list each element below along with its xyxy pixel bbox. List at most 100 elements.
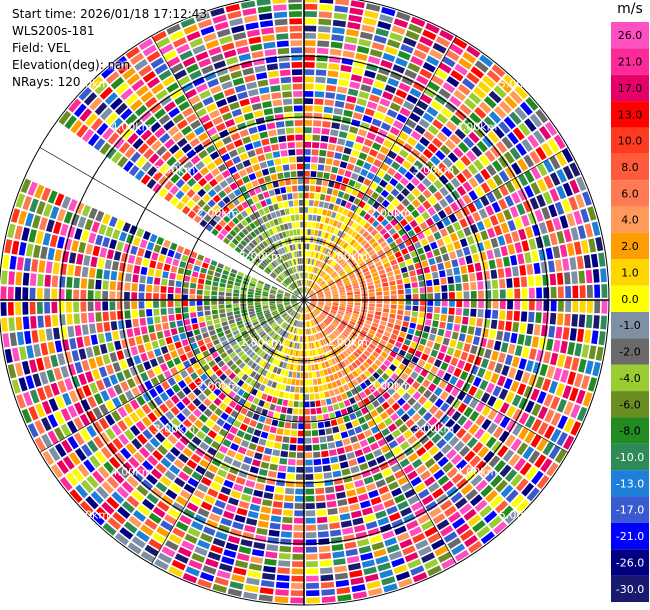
range-gate — [407, 435, 418, 445]
range-gate — [159, 415, 170, 426]
range-gate — [357, 335, 364, 342]
range-gate — [524, 170, 535, 183]
range-gate — [140, 90, 154, 103]
range-gate — [466, 235, 475, 245]
range-gate — [53, 327, 61, 340]
range-gate — [380, 364, 388, 372]
range-gate — [50, 382, 60, 396]
range-gate — [386, 204, 395, 213]
range-gate — [291, 582, 304, 589]
range-gate — [312, 437, 319, 444]
range-gate — [309, 291, 314, 296]
range-gate — [391, 557, 405, 568]
range-gate — [78, 241, 87, 254]
range-gate — [186, 330, 194, 338]
range-gate — [456, 523, 470, 536]
range-gate — [437, 551, 453, 563]
range-gate — [522, 200, 533, 213]
range-gate — [245, 376, 253, 384]
range-gate — [311, 222, 316, 229]
range-gate — [60, 365, 70, 378]
range-gate — [317, 348, 322, 355]
range-gate — [521, 288, 528, 299]
range-gate — [331, 322, 337, 328]
range-gate — [570, 227, 579, 241]
range-gate — [163, 239, 171, 248]
ray — [78, 87, 299, 296]
range-gate — [9, 332, 18, 347]
range-gate — [369, 296, 375, 300]
ray — [42, 303, 298, 466]
range-gate — [15, 316, 23, 331]
range-gate — [217, 28, 231, 38]
range-gate — [363, 476, 374, 485]
range-gate — [292, 311, 297, 317]
range-gate — [251, 496, 262, 505]
range-gate — [169, 185, 180, 195]
ray — [311, 252, 606, 300]
range-gate — [280, 450, 289, 458]
range-gate — [288, 400, 294, 407]
range-gate — [219, 373, 227, 381]
range-gate — [291, 302, 298, 305]
range-gate — [482, 75, 496, 89]
range-gate — [249, 503, 261, 512]
range-gate — [334, 277, 341, 282]
range-gate — [330, 456, 339, 464]
range-gate — [328, 268, 334, 275]
elevation: Elevation(deg): nan — [12, 58, 131, 72]
range-gate — [37, 274, 44, 287]
range-gate — [336, 327, 343, 333]
range-gate — [213, 475, 225, 485]
ray — [272, 0, 304, 293]
range-gate — [391, 161, 401, 171]
range-gate — [240, 240, 248, 247]
range-gate — [233, 567, 247, 576]
range-gate — [157, 552, 173, 564]
range-gate — [422, 177, 432, 188]
range-gate — [117, 420, 128, 432]
range-gate — [190, 119, 201, 130]
range-gate — [61, 439, 73, 454]
range-gate — [290, 437, 297, 444]
range-gate — [212, 424, 221, 433]
range-gate — [78, 87, 92, 101]
range-gate — [268, 254, 274, 261]
range-gate — [497, 235, 506, 246]
range-gate — [284, 339, 289, 346]
range-gate — [159, 95, 172, 107]
range-gate — [248, 173, 257, 181]
range-gate — [458, 257, 466, 266]
range-gate — [454, 210, 464, 220]
range-gate — [236, 46, 250, 55]
range-gate — [325, 345, 330, 352]
range-gate — [340, 352, 346, 360]
range-gate — [164, 138, 175, 149]
range-gate — [473, 159, 484, 171]
range-gate — [315, 318, 319, 324]
range-gate — [373, 257, 380, 264]
range-gate — [467, 353, 476, 364]
range-gate — [123, 403, 134, 414]
range-gate — [282, 516, 293, 524]
range-gate — [370, 229, 378, 237]
range-gate — [391, 144, 401, 154]
range-gate — [541, 378, 552, 392]
range-gate — [225, 3, 240, 13]
range-gate — [291, 301, 297, 304]
range-gate — [124, 301, 130, 310]
range-gate — [480, 182, 491, 194]
range-gate — [257, 124, 267, 132]
range-gate — [417, 183, 427, 193]
range-gate — [74, 361, 83, 374]
range-gate — [324, 391, 330, 398]
range-gate — [317, 33, 330, 40]
range-gate — [240, 353, 248, 361]
range-gate — [105, 71, 120, 85]
range-gate — [240, 439, 250, 448]
range-gate — [314, 393, 320, 400]
range-gate — [164, 101, 176, 112]
range-gate — [358, 247, 365, 254]
range-gate — [263, 309, 270, 313]
range-gate — [549, 188, 560, 202]
